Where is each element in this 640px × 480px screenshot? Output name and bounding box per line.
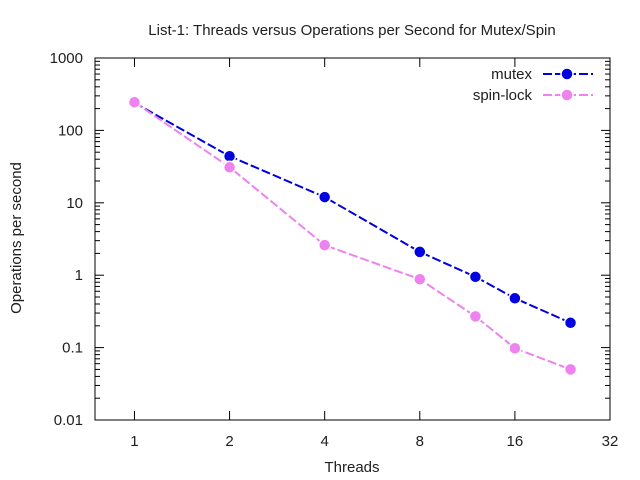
mutex-point [317, 190, 332, 204]
legend-marker-spin-lock [560, 88, 574, 102]
x-tick-label: 8 [416, 433, 424, 450]
spin-lock-point [127, 95, 142, 109]
y-axis-label: Operations per second [8, 162, 25, 314]
spin-lock-point [508, 341, 522, 355]
x-tick-label: 32 [602, 433, 619, 450]
spin-lock-line [133, 101, 571, 371]
y-tick-label: 10 [66, 195, 83, 212]
spin-lock-point [563, 362, 578, 377]
spin-lock-point [413, 272, 427, 286]
legend-marker-mutex [560, 67, 574, 81]
mutex-point [508, 291, 522, 306]
legend-label-mutex: mutex [491, 66, 532, 83]
plot-area: 0.01 0.1 1 10 100 1000 1 2 4 8 16 32 mutex spin-lock [50, 50, 619, 450]
y-tick-label: 1000 [50, 50, 83, 67]
spin-lock-point [222, 160, 237, 174]
x-tick-label: 1 [130, 433, 138, 450]
y-tick-label: 100 [58, 122, 83, 139]
mutex-line [134, 102, 571, 324]
spin-lock-point [317, 238, 332, 252]
mutex-point [222, 149, 237, 163]
mutex-point [413, 245, 427, 259]
x-tick-label: 16 [507, 433, 524, 450]
y-tick-label: 1 [75, 267, 83, 284]
plot-frame [94, 57, 611, 421]
x-axis-label: Threads [324, 459, 379, 476]
x-tick-label: 2 [225, 433, 233, 450]
mutex-point [468, 270, 483, 284]
mutex-point [563, 316, 578, 330]
y-tick-label: 0.01 [54, 412, 83, 429]
legend-label-spin-lock: spin-lock [473, 87, 533, 104]
y-tick-label: 0.1 [62, 340, 83, 357]
spin-lock-point [468, 309, 483, 324]
chart-title: List-1: Threads versus Operations per Se… [148, 22, 555, 39]
x-tick-label: 4 [321, 433, 329, 450]
